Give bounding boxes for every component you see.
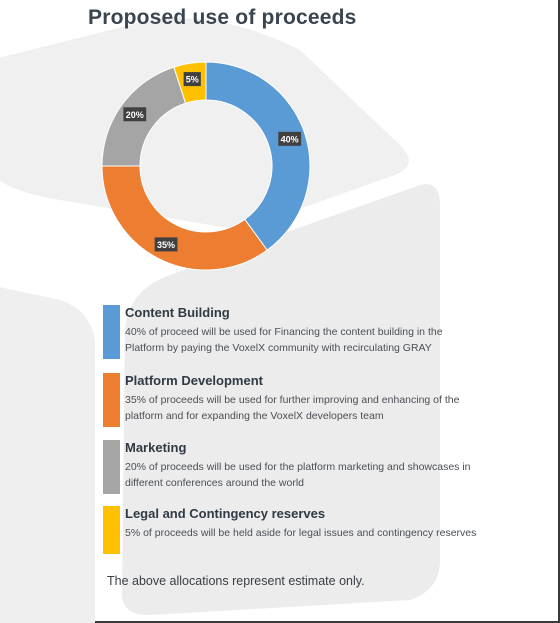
- legend-heading: Content Building: [125, 305, 230, 320]
- legend-item: Marketing 20% of proceeds will be used fo…: [103, 440, 483, 494]
- legend-item: Legal and Contingency reserves 5% of proc…: [103, 506, 483, 554]
- svg-text:20%: 20%: [126, 110, 144, 120]
- page-title: Proposed use of proceeds: [88, 6, 357, 29]
- legend-description: 20% of proceeds will be used for the pla…: [125, 461, 471, 489]
- estimate-note: The above allocations represent estimate…: [107, 574, 365, 588]
- donut-slice-content-building: [205, 61, 311, 251]
- svg-text:35%: 35%: [157, 240, 175, 250]
- legend-color-swatch: [103, 506, 120, 554]
- legend-color-swatch: [103, 305, 120, 359]
- data-label-content-building: 40%: [278, 131, 302, 146]
- legend-item: Platform Development 35% of proceeds will…: [103, 373, 483, 427]
- legend-color-swatch: [103, 440, 120, 494]
- data-label-platform-development: 35%: [154, 237, 178, 252]
- legend-heading: Platform Development: [125, 373, 263, 388]
- legend-heading: Marketing: [125, 440, 187, 455]
- data-label-legal-and-contingency-reserves: 5%: [183, 72, 201, 87]
- svg-text:40%: 40%: [281, 134, 299, 144]
- legend-color-swatch: [103, 373, 120, 427]
- legend-heading: Legal and Contingency reserves: [125, 506, 326, 521]
- svg-text:5%: 5%: [186, 75, 199, 85]
- legend-item: Content Building 40% of proceed will be u…: [103, 305, 483, 359]
- data-label-marketing: 20%: [123, 107, 147, 122]
- legend-description: 5% of proceeds will be held aside for le…: [125, 527, 477, 539]
- donut-slice-platform-development: [101, 165, 268, 271]
- legend-description: 35% of proceeds will be used for further…: [125, 394, 460, 422]
- legend-description: 40% of proceed will be used for Financin…: [125, 326, 443, 354]
